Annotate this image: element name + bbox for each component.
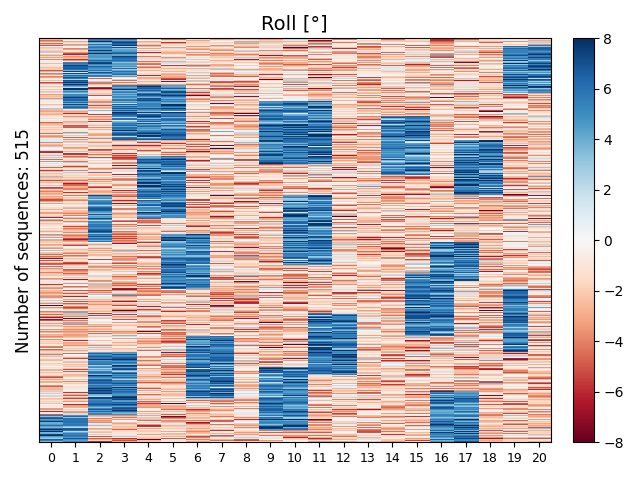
Y-axis label: Number of sequences: 515: Number of sequences: 515 — [15, 128, 33, 353]
Title: Roll [°]: Roll [°] — [261, 15, 328, 34]
